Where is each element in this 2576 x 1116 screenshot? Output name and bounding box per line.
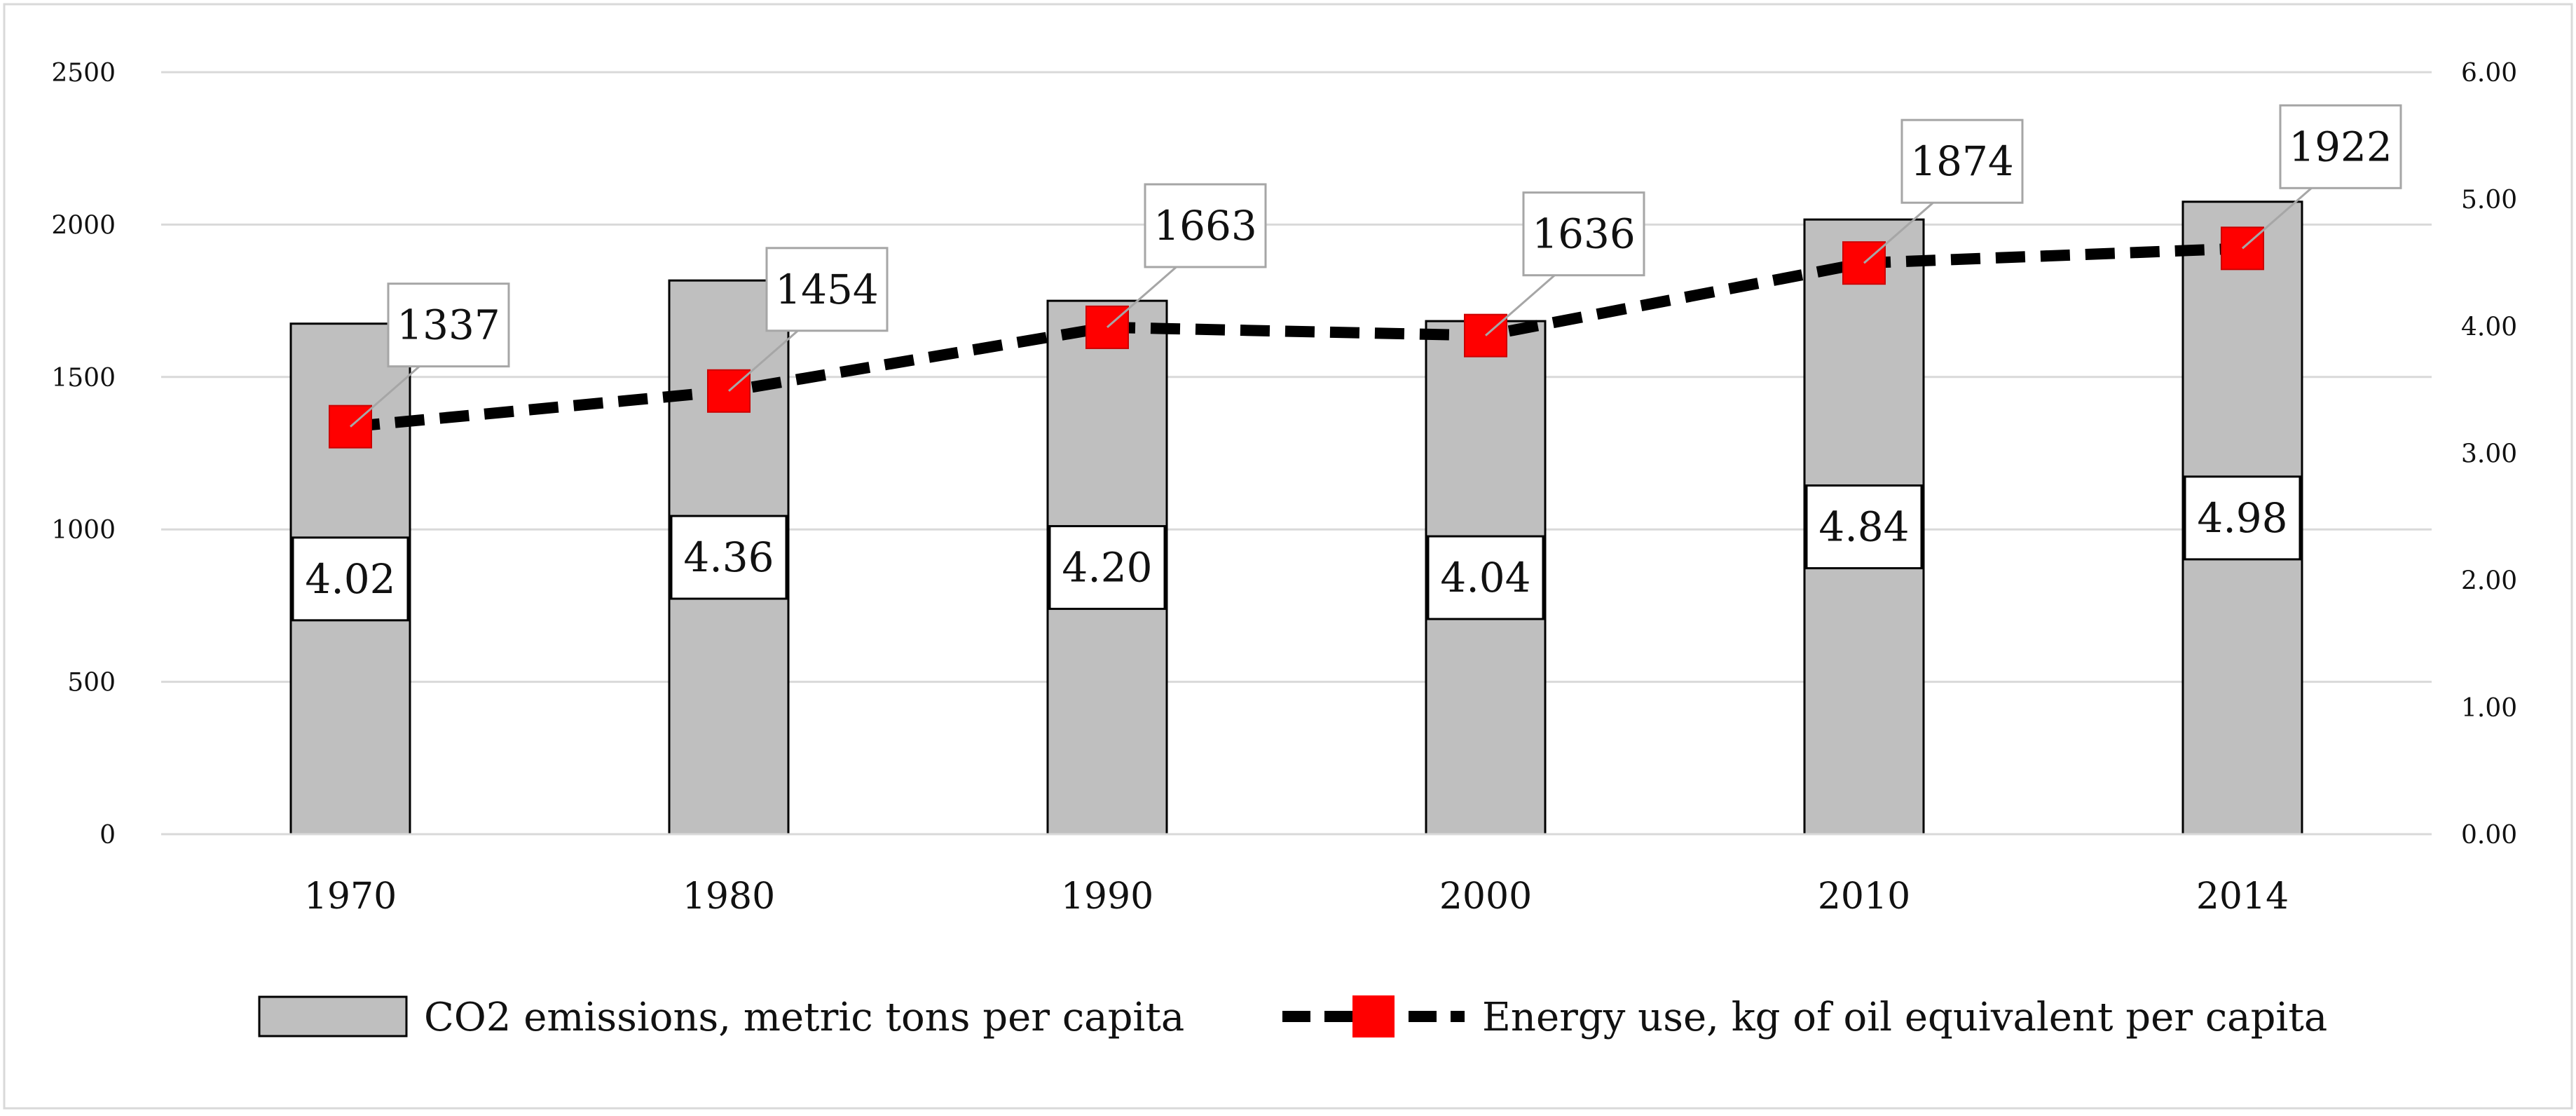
x-tick-label: 2014	[2196, 876, 2289, 918]
legend-label-energy: Energy use, kg of oil equivalent per cap…	[1482, 995, 2327, 1040]
bar-value-label: 4.20	[1062, 544, 1152, 592]
line-value-leader	[1107, 259, 1185, 329]
line-value-box	[765, 247, 889, 332]
x-tick-label: 2000	[1439, 876, 1532, 918]
bar-value-label: 4.36	[683, 533, 774, 581]
line-value-box	[1900, 118, 2024, 204]
line-value-leader	[1485, 267, 1563, 336]
line-value-leader	[1863, 195, 1942, 264]
bar-value-box	[1805, 484, 1923, 570]
line-value-label: 1636	[1532, 210, 1636, 258]
y-right-tick-label: 2.00	[2461, 567, 2517, 596]
legend: CO2 emissions, metric tons per capita Ene…	[258, 995, 2327, 1040]
line-value-label: 1337	[397, 301, 500, 349]
y-right-tick-label: 1.00	[2461, 694, 2517, 723]
bar-value-box	[670, 515, 788, 600]
y-left-tick-label: 2500	[51, 59, 116, 88]
bar-value-box	[1048, 525, 1166, 611]
bar-value-box	[292, 536, 409, 622]
line-value-label: 1454	[775, 266, 879, 313]
y-left-tick-label: 1500	[51, 364, 116, 393]
y-right-tick-label: 0.00	[2461, 821, 2517, 850]
y-right-tick-label: 6.00	[2461, 59, 2517, 88]
x-tick-label: 2010	[1818, 876, 1910, 918]
gridlines	[161, 71, 2432, 683]
bar-value-label: 4.98	[2197, 494, 2287, 542]
line-value-box	[387, 283, 510, 368]
x-tick-label: 1990	[1061, 876, 1153, 918]
bar-value-label: 4.02	[305, 555, 395, 603]
line-value-box	[1144, 183, 1267, 268]
chart-border	[3, 3, 2573, 1110]
legend-label-co2: CO2 emissions, metric tons per capita	[424, 995, 1184, 1040]
legend-swatch-co2	[258, 995, 408, 1037]
bar-value-label: 4.04	[1440, 554, 1530, 601]
line-value-box	[1522, 191, 1645, 277]
line-value-leader	[2242, 180, 2320, 250]
bar-value-box	[1427, 535, 1544, 620]
legend-swatch-energy-marker	[1352, 995, 1395, 1037]
line-value-leader	[350, 358, 428, 428]
line-value-leader	[728, 322, 807, 392]
line-value-box	[2279, 104, 2402, 189]
y-left-tick-label: 0	[100, 821, 116, 850]
x-tick-label: 1970	[304, 876, 397, 918]
line-value-label: 1922	[2289, 123, 2392, 170]
y-left-tick-label: 1000	[51, 516, 116, 545]
x-tick-label: 1980	[683, 876, 775, 918]
y-right-tick-label: 3.00	[2461, 440, 2517, 469]
axes: 0 500 1000 1500 2000 2500 0.00 1.00 2.00 3.00 4.00…	[51, 59, 2517, 918]
line-value-label: 1874	[1910, 137, 2014, 185]
y-left-tick-label: 500	[67, 669, 116, 698]
line-value-label: 1663	[1153, 202, 1257, 250]
y-right-tick-label: 5.00	[2461, 186, 2517, 215]
energy-use-line	[350, 243, 2243, 433]
bar-value-label: 4.84	[1818, 503, 1909, 551]
y-left-tick-label: 2000	[51, 211, 116, 240]
bar-value-box	[2184, 475, 2301, 561]
y-right-tick-label: 4.00	[2461, 313, 2517, 341]
data-labels: 4.02 4.36 4.20 4.04 4.84 4.98 1337 1454 1663 1636…	[292, 104, 2402, 622]
